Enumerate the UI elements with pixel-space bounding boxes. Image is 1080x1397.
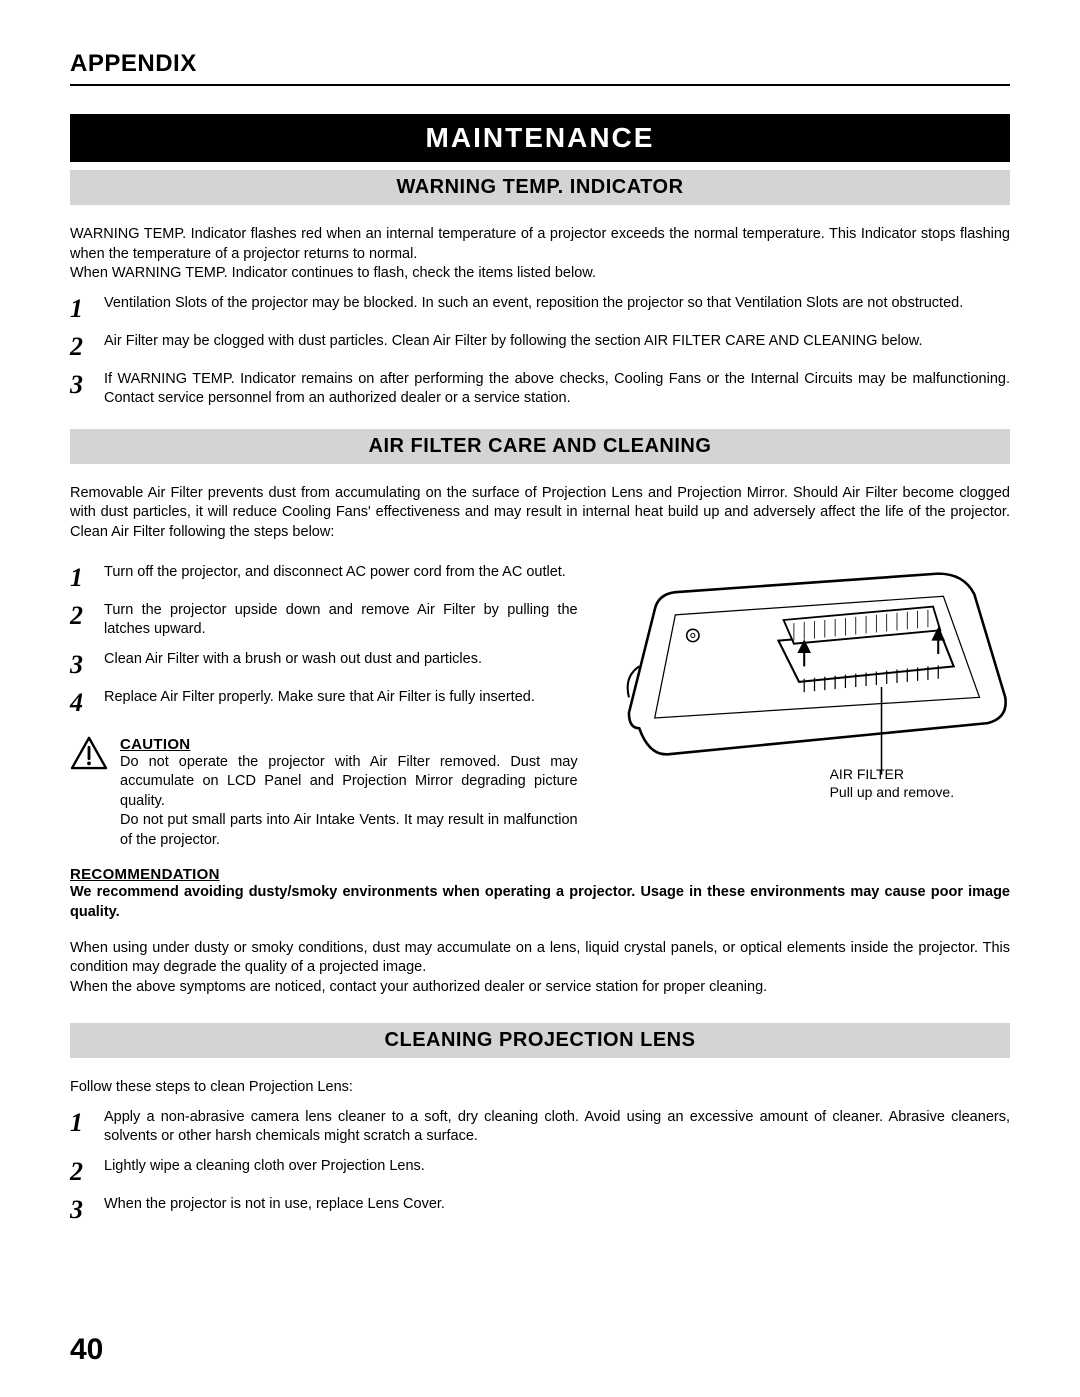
diagram-label-2: Pull up and remove.: [830, 784, 955, 800]
recommendation-bold: We recommend avoiding dusty/smoky enviro…: [70, 883, 1010, 922]
caution-triangle-icon: [70, 736, 108, 770]
step-number: 3: [70, 650, 104, 678]
step-text: Air Filter may be clogged with dust part…: [104, 332, 1010, 352]
airfilter-twocol: 1 Turn off the projector, and disconnect…: [70, 553, 1010, 851]
step-text: Replace Air Filter properly. Make sure t…: [104, 688, 578, 708]
airfilter-diagram: AIR FILTER Pull up and remove.: [598, 553, 1010, 851]
list-item: 4 Replace Air Filter properly. Make sure…: [70, 688, 578, 716]
airfilter-left: 1 Turn off the projector, and disconnect…: [70, 553, 578, 851]
caution-content: CAUTION Do not operate the projector wit…: [120, 736, 578, 851]
step-number: 2: [70, 1157, 104, 1185]
list-item: 3 If WARNING TEMP. Indicator remains on …: [70, 370, 1010, 409]
step-text: When the projector is not in use, replac…: [104, 1195, 1010, 1215]
warning-intro: WARNING TEMP. Indicator flashes red when…: [70, 225, 1010, 284]
step-text: If WARNING TEMP. Indicator remains on af…: [104, 370, 1010, 409]
airfilter-steps: 1 Turn off the projector, and disconnect…: [70, 563, 578, 716]
recommendation-title: RECOMMENDATION: [70, 866, 1010, 883]
warning-section-title: WARNING TEMP. INDICATOR: [70, 170, 1010, 205]
step-text: Clean Air Filter with a brush or wash ou…: [104, 650, 578, 670]
step-number: 1: [70, 1108, 104, 1136]
step-text: Lightly wipe a cleaning cloth over Proje…: [104, 1157, 1010, 1177]
list-item: 2 Air Filter may be clogged with dust pa…: [70, 332, 1010, 360]
recommendation-text: When using under dusty or smoky conditio…: [70, 939, 1010, 998]
step-number: 4: [70, 688, 104, 716]
list-item: 3 Clean Air Filter with a brush or wash …: [70, 650, 578, 678]
lens-steps: 1 Apply a non-abrasive camera lens clean…: [70, 1108, 1010, 1223]
step-number: 2: [70, 332, 104, 360]
step-text: Ventilation Slots of the projector may b…: [104, 294, 1010, 314]
caution-block: CAUTION Do not operate the projector wit…: [70, 736, 578, 851]
list-item: 1 Apply a non-abrasive camera lens clean…: [70, 1108, 1010, 1147]
step-number: 2: [70, 601, 104, 629]
step-text: Turn off the projector, and disconnect A…: [104, 563, 578, 583]
warning-steps: 1 Ventilation Slots of the projector may…: [70, 294, 1010, 409]
list-item: 3 When the projector is not in use, repl…: [70, 1195, 1010, 1223]
step-text: Apply a non-abrasive camera lens cleaner…: [104, 1108, 1010, 1147]
step-number: 3: [70, 1195, 104, 1223]
step-number: 3: [70, 370, 104, 398]
maintenance-banner: MAINTENANCE: [70, 114, 1010, 162]
list-item: 2 Turn the projector upside down and rem…: [70, 601, 578, 640]
diagram-label: AIR FILTER Pull up and remove.: [830, 765, 955, 801]
step-text: Turn the projector upside down and remov…: [104, 601, 578, 640]
page-number: 40: [70, 1333, 103, 1367]
step-number: 1: [70, 563, 104, 591]
caution-title: CAUTION: [120, 736, 578, 753]
diagram-label-1: AIR FILTER: [830, 766, 904, 782]
airfilter-section-title: AIR FILTER CARE AND CLEANING: [70, 429, 1010, 464]
list-item: 1 Turn off the projector, and disconnect…: [70, 563, 578, 591]
airfilter-intro: Removable Air Filter prevents dust from …: [70, 484, 1010, 543]
lens-intro: Follow these steps to clean Projection L…: [70, 1078, 1010, 1098]
list-item: 2 Lightly wipe a cleaning cloth over Pro…: [70, 1157, 1010, 1185]
step-number: 1: [70, 294, 104, 322]
caution-text: Do not operate the projector with Air Fi…: [120, 753, 578, 851]
lens-section-title: CLEANING PROJECTION LENS: [70, 1023, 1010, 1058]
list-item: 1 Ventilation Slots of the projector may…: [70, 294, 1010, 322]
appendix-header: APPENDIX: [70, 50, 1010, 86]
